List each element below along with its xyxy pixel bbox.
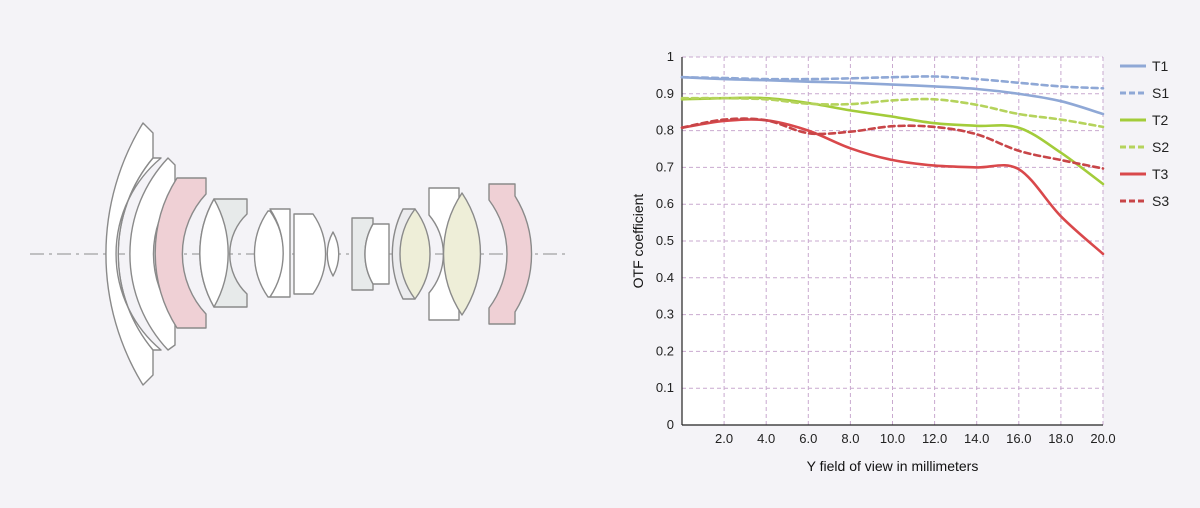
y-axis-label: OTF coefficient [630, 194, 646, 289]
x-tick-label: 6.0 [799, 431, 817, 446]
legend-label-t2: T2 [1152, 112, 1169, 128]
legend-label-t1: T1 [1152, 58, 1169, 74]
lens-diagram [30, 122, 568, 386]
x-tick-label: 2.0 [715, 431, 733, 446]
y-tick-label: 0.4 [656, 270, 674, 285]
y-tick-label: 0.2 [656, 343, 674, 358]
series-line-t1 [680, 75, 1105, 116]
legend-label-s1: S1 [1152, 85, 1169, 101]
series-line-s1 [680, 75, 1105, 90]
y-tick-label: 0 [667, 417, 674, 432]
lens-element-3 [154, 177, 207, 329]
lens-element-16 [488, 183, 533, 325]
series-line-t2 [680, 96, 1105, 186]
y-tick-label: 1 [667, 49, 674, 64]
y-tick-label: 0.8 [656, 123, 674, 138]
y-tick-label: 0.7 [656, 159, 674, 174]
y-tick-labels: 0 0.1 0.2 0.3 0.4 0.5 0.6 0.7 0.8 0.9 1 [656, 49, 674, 432]
series-line-t3 [680, 118, 1105, 256]
x-tick-label: 10.0 [880, 431, 905, 446]
x-tick-label: 14.0 [964, 431, 989, 446]
y-tick-label: 0.6 [656, 196, 674, 211]
lens-element-13 [399, 208, 431, 300]
lens-element-15 [442, 192, 482, 316]
lens-element-1b [115, 157, 162, 351]
x-tick-label: 20.0 [1090, 431, 1115, 446]
lens-element-11 [364, 223, 390, 285]
series-layer [680, 75, 1105, 256]
lens-element-5 [199, 198, 229, 308]
lens-element-8 [293, 213, 327, 295]
grid [682, 56, 1104, 425]
legend-label-s3: S3 [1152, 193, 1169, 209]
x-tick-label: 18.0 [1048, 431, 1073, 446]
series-line-s2 [680, 96, 1105, 129]
series-line-s3 [680, 117, 1105, 170]
lens-element-9 [326, 231, 340, 277]
legend: T1 S1 T2 S2 T3 S3 [1120, 58, 1169, 209]
plot-area [682, 57, 1103, 425]
x-axis-label: Y field of view in millimeters [807, 458, 979, 474]
x-tick-label: 16.0 [1006, 431, 1031, 446]
y-tick-label: 0.1 [656, 380, 674, 395]
y-tick-label: 0.3 [656, 307, 674, 322]
lens-element-7 [269, 208, 291, 298]
x-tick-label: 4.0 [757, 431, 775, 446]
x-tick-label: 12.0 [922, 431, 947, 446]
axes [681, 57, 1103, 426]
legend-label-s2: S2 [1152, 139, 1169, 155]
x-tick-labels: 2.0 4.0 6.0 8.0 10.0 12.0 14.0 16.0 18.0 20.0 [715, 431, 1116, 446]
x-tick-label: 8.0 [841, 431, 859, 446]
y-tick-label: 0.5 [656, 233, 674, 248]
legend-label-t3: T3 [1152, 166, 1169, 182]
y-tick-label: 0.9 [656, 86, 674, 101]
